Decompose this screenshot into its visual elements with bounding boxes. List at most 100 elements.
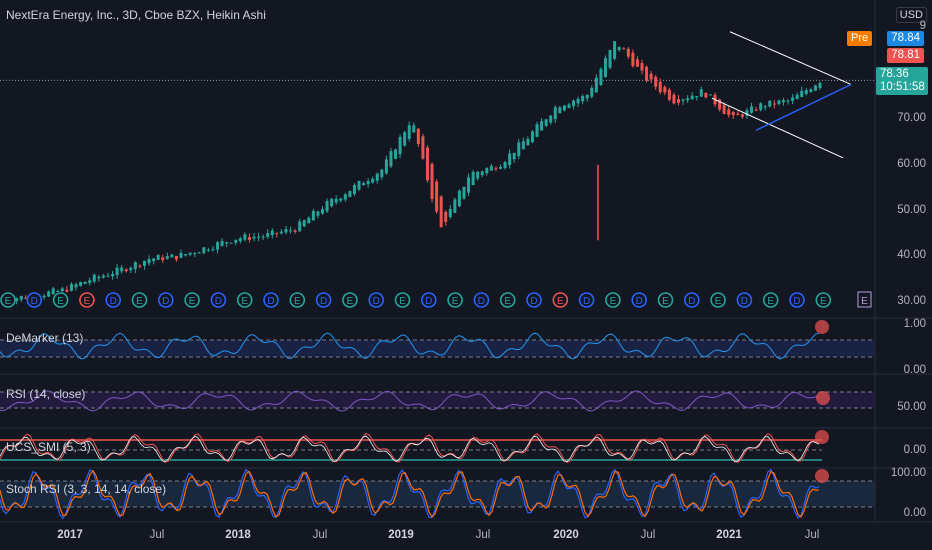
candle-body [530, 131, 534, 143]
event-marker-29[interactable] [762, 292, 779, 308]
currency-button[interactable]: USD [895, 7, 927, 23]
rsi-label[interactable]: RSI (14, close) [6, 387, 86, 401]
candle-body [585, 94, 589, 99]
event-marker-19[interactable] [499, 292, 516, 308]
candle-body [416, 128, 420, 145]
stoch-d-line [0, 469, 820, 518]
candle-body [389, 151, 393, 167]
event-marker-15[interactable] [394, 292, 411, 308]
event-marker-3[interactable] [79, 292, 95, 308]
time-label-0: 2017 [57, 529, 83, 541]
event-marker-16[interactable] [420, 292, 437, 308]
demarker-tick-max: 1.00 [903, 318, 926, 330]
event-marker-17[interactable] [447, 292, 463, 308]
candle-body [293, 230, 297, 232]
event-marker-20[interactable] [526, 292, 542, 308]
stoch-k-line [0, 468, 820, 520]
candle-body [184, 254, 188, 256]
candle-body [718, 99, 722, 110]
candle-body [124, 269, 128, 272]
event-marker-12[interactable] [315, 292, 332, 308]
event-letter-4: D [110, 296, 117, 307]
stoch-tick-max: 100.00 [890, 467, 926, 479]
candle-body [238, 238, 242, 242]
ucs-smi-label[interactable]: UCS_SMI (5, 3) [6, 440, 91, 454]
candle-body [371, 178, 375, 183]
event-letter-6: D [162, 296, 169, 307]
candle-body [508, 153, 512, 165]
candle-body [298, 221, 302, 232]
event-marker-28[interactable] [736, 292, 753, 308]
candle-body [645, 66, 649, 81]
event-marker-9[interactable] [236, 292, 253, 308]
event-marker-7[interactable] [184, 292, 200, 308]
candle-body [357, 181, 361, 190]
event-marker-0[interactable] [0, 292, 16, 308]
candle-body [79, 282, 83, 286]
candle-body [791, 97, 795, 101]
candle-body [234, 239, 238, 243]
candle-body [818, 82, 822, 89]
event-letter-20: D [530, 296, 537, 307]
event-letter-8: D [215, 296, 222, 307]
event-marker-23[interactable] [605, 292, 621, 308]
event-marker-26[interactable] [683, 292, 700, 308]
event-marker-2[interactable] [52, 292, 69, 308]
candle-body [439, 196, 443, 228]
event-letter-28: D [741, 296, 748, 307]
event-marker-14[interactable] [368, 292, 385, 308]
candle-body [800, 90, 804, 97]
candle-body [229, 242, 233, 244]
event-marker-27[interactable] [710, 292, 726, 308]
event-letter-9: E [241, 296, 248, 307]
candle-body [188, 252, 192, 255]
event-letter-27: E [715, 296, 722, 307]
candle-body [731, 112, 735, 116]
candle-body [745, 110, 749, 116]
demarker-label[interactable]: DeMarker (13) [6, 331, 84, 345]
event-marker-31[interactable] [815, 292, 832, 308]
candle-body [197, 252, 201, 254]
candle-body [275, 232, 279, 234]
candle-body [453, 199, 457, 213]
candle-body [384, 159, 388, 174]
candle-body [42, 295, 46, 298]
candle-body [553, 107, 557, 120]
candle-body [626, 48, 630, 57]
stoch-rsi-label[interactable]: Stoch RSI (3, 3, 14, 14, close) [6, 482, 167, 496]
event-letter-0: E [5, 296, 12, 307]
price-tick-3: 50.00 [897, 203, 926, 216]
candle-body [444, 211, 448, 222]
candle-body [503, 162, 507, 168]
candle-body [83, 281, 87, 284]
event-marker-4[interactable] [105, 292, 121, 308]
candle-body [111, 274, 115, 277]
event-letter-25: E [662, 296, 669, 307]
event-marker-10[interactable] [263, 292, 279, 308]
event-letter-17: E [452, 296, 459, 307]
candle-body [763, 106, 767, 108]
event-marker-5[interactable] [131, 292, 148, 308]
event-marker-13[interactable] [342, 292, 358, 308]
event-marker-24[interactable] [631, 292, 648, 308]
event-letter-10: D [267, 296, 274, 307]
event-marker-21[interactable] [552, 292, 569, 308]
candle-body [101, 275, 105, 278]
event-marker-6[interactable] [158, 292, 174, 308]
event-letter-26: D [688, 296, 695, 307]
event-marker-11[interactable] [289, 292, 306, 308]
candle-body [462, 186, 466, 199]
event-letter-11: E [294, 296, 301, 307]
event-marker-30[interactable] [789, 292, 805, 308]
candle-body [804, 90, 808, 94]
candle-body [526, 138, 530, 146]
candle-body [170, 254, 174, 258]
event-marker-1[interactable] [26, 292, 43, 308]
event-marker-25[interactable] [657, 292, 674, 308]
event-marker-22[interactable] [578, 292, 595, 308]
candle-body [325, 201, 329, 212]
candle-body [754, 109, 758, 111]
event-marker-18[interactable] [473, 292, 490, 308]
event-marker-8[interactable] [210, 292, 227, 308]
